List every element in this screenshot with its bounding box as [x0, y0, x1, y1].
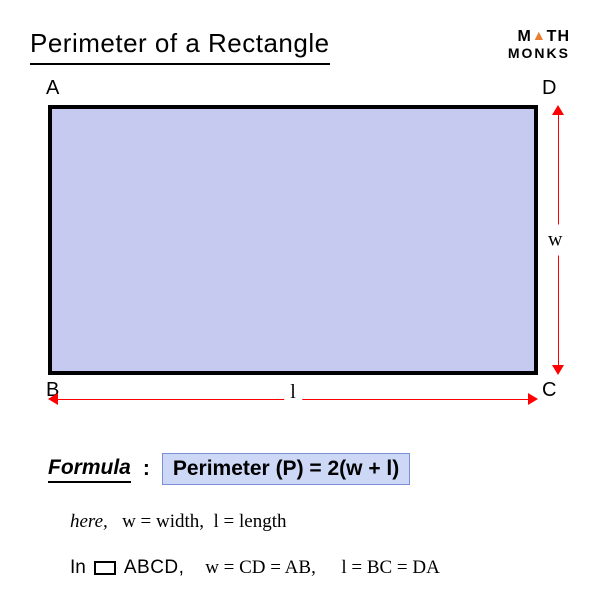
in-abcd-row: In ABCD, w = CD = AB, l = BC = DA — [30, 557, 570, 579]
formula-label: Formula — [48, 456, 131, 483]
arrowhead-left-icon — [48, 393, 58, 405]
rectangle-abcd — [48, 105, 538, 375]
page-title: Perimeter of a Rectangle — [30, 28, 330, 65]
logo-triangle-icon: ▲ — [532, 27, 547, 43]
rectangle-icon — [94, 561, 116, 575]
formula-colon: : — [143, 457, 150, 481]
mathmonks-logo: M▲TH MONKS — [508, 28, 570, 60]
width-arrow: w — [552, 105, 566, 375]
arrowhead-up-icon — [552, 105, 564, 115]
width-label: w — [548, 225, 562, 256]
here-definitions: here, w = width, l = length — [30, 511, 570, 533]
length-label: l — [284, 381, 302, 404]
vertex-a: A — [46, 77, 59, 100]
vertex-c: C — [542, 379, 556, 402]
arrowhead-right-icon — [528, 393, 538, 405]
formula-row: Formula : Perimeter (P) = 2(w + l) — [30, 453, 570, 485]
length-arrow: l — [48, 393, 538, 407]
rectangle-diagram: A D B C w l — [30, 95, 570, 425]
formula-expression: Perimeter (P) = 2(w + l) — [162, 453, 410, 485]
arrowhead-down-icon — [552, 365, 564, 375]
vertex-d: D — [542, 77, 556, 100]
